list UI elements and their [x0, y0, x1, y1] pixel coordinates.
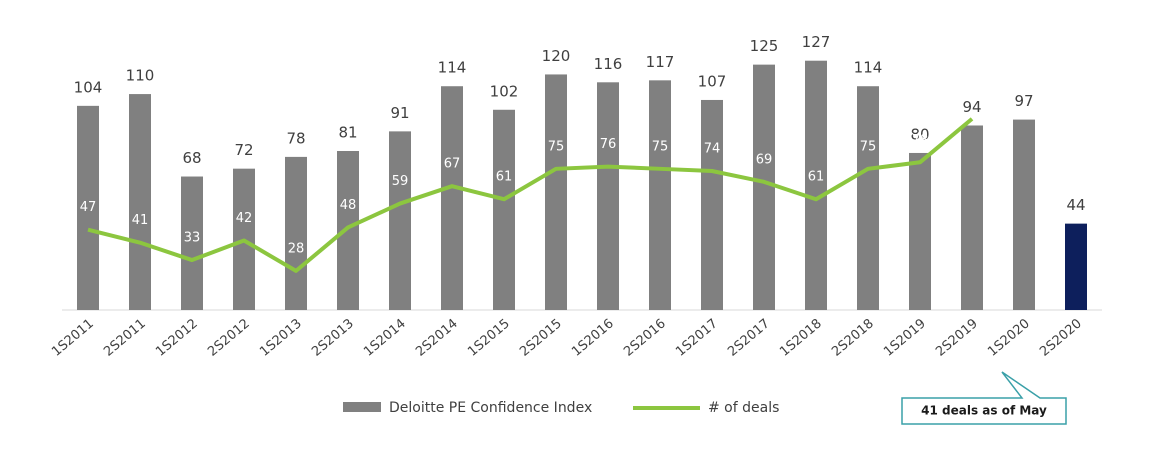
bar — [857, 86, 879, 310]
x-tick-label: 1S2018 — [777, 316, 825, 359]
data-label: 114 — [438, 59, 467, 77]
x-tick-label: 1S2014 — [361, 316, 409, 359]
data-label: 116 — [594, 55, 623, 73]
bar — [285, 156, 307, 310]
data-label: 74 — [704, 141, 721, 156]
x-tick-label: 2S2019 — [933, 316, 981, 359]
bar — [805, 60, 827, 310]
bar — [545, 74, 567, 310]
data-label: 48 — [340, 198, 357, 213]
data-label: 98 — [964, 89, 981, 104]
data-label: 72 — [234, 141, 253, 159]
x-tick-label: 2S2020 — [1037, 316, 1085, 359]
bar — [493, 109, 515, 311]
data-label: 42 — [236, 211, 253, 226]
x-tick-label: 2S2013 — [309, 316, 357, 359]
callout-box — [901, 371, 1067, 425]
bar — [441, 86, 463, 310]
data-label: 110 — [126, 67, 155, 85]
bar — [753, 64, 775, 310]
x-tick-label: 1S2017 — [673, 316, 721, 359]
data-label: 104 — [74, 78, 103, 96]
data-label: 41 — [132, 213, 149, 228]
data-label: 78 — [912, 133, 929, 148]
bar — [701, 99, 723, 311]
x-tick-label: 1S2016 — [569, 316, 617, 359]
annotation: 41 deals as of May — [921, 404, 1047, 418]
data-label: 33 — [184, 231, 201, 246]
data-label: 75 — [652, 139, 669, 154]
x-tick-label: 1S2012 — [153, 316, 201, 359]
legend-label: Deloitte PE Confidence Index — [389, 400, 592, 416]
callout: 41 deals as of May — [901, 371, 1067, 425]
x-tick-label: 2S2017 — [725, 316, 773, 359]
legend-label: # of deals — [708, 400, 779, 416]
data-label: 76 — [600, 137, 617, 152]
bar — [337, 151, 359, 310]
data-label: 80 — [910, 125, 929, 143]
x-tick-label: 2S2012 — [205, 316, 253, 359]
x-tick-label: 2S2014 — [413, 316, 461, 359]
legend-swatch — [343, 402, 381, 412]
data-label: 75 — [860, 139, 877, 154]
x-tick-label: 2S2015 — [517, 316, 565, 359]
bar — [129, 94, 151, 311]
data-label: 81 — [338, 124, 357, 142]
bar — [389, 131, 411, 310]
data-label: 61 — [808, 170, 825, 185]
bar — [909, 152, 931, 310]
data-label: 94 — [962, 98, 981, 116]
bar — [597, 82, 619, 310]
data-label: 75 — [548, 139, 565, 154]
line — [87, 117, 974, 273]
data-label: 114 — [854, 59, 883, 77]
x-tick-label: 1S2019 — [881, 316, 929, 359]
bar — [1013, 119, 1035, 310]
bar — [77, 105, 99, 310]
x-tick-label: 2S2011 — [101, 316, 149, 359]
data-label: 68 — [182, 149, 201, 167]
bar — [181, 176, 203, 310]
data-label: 107 — [698, 72, 727, 90]
data-label: 28 — [288, 241, 305, 256]
x-tick-label: 1S2020 — [985, 316, 1033, 359]
x-tick-label: 1S2011 — [49, 316, 97, 359]
data-label: 59 — [392, 174, 409, 189]
data-label: 67 — [444, 157, 461, 172]
bar — [1065, 223, 1087, 310]
data-label: 117 — [646, 53, 675, 71]
bar — [649, 80, 671, 310]
bar — [961, 125, 983, 311]
data-label: 120 — [542, 47, 571, 65]
data-label: 102 — [490, 82, 519, 100]
x-tick-label: 1S2015 — [465, 316, 513, 359]
data-label: 97 — [1014, 92, 1033, 110]
data-label: 61 — [496, 170, 513, 185]
data-label: 78 — [286, 129, 305, 147]
data-label: 44 — [1066, 196, 1085, 214]
x-tick-label: 2S2018 — [829, 316, 877, 359]
data-label: 127 — [802, 33, 831, 51]
data-label: 69 — [756, 152, 773, 167]
data-label: 91 — [390, 104, 409, 122]
data-label: 47 — [80, 200, 97, 215]
data-label: 125 — [750, 37, 779, 55]
x-tick-label: 1S2013 — [257, 316, 305, 359]
x-tick-label: 2S2016 — [621, 316, 669, 359]
